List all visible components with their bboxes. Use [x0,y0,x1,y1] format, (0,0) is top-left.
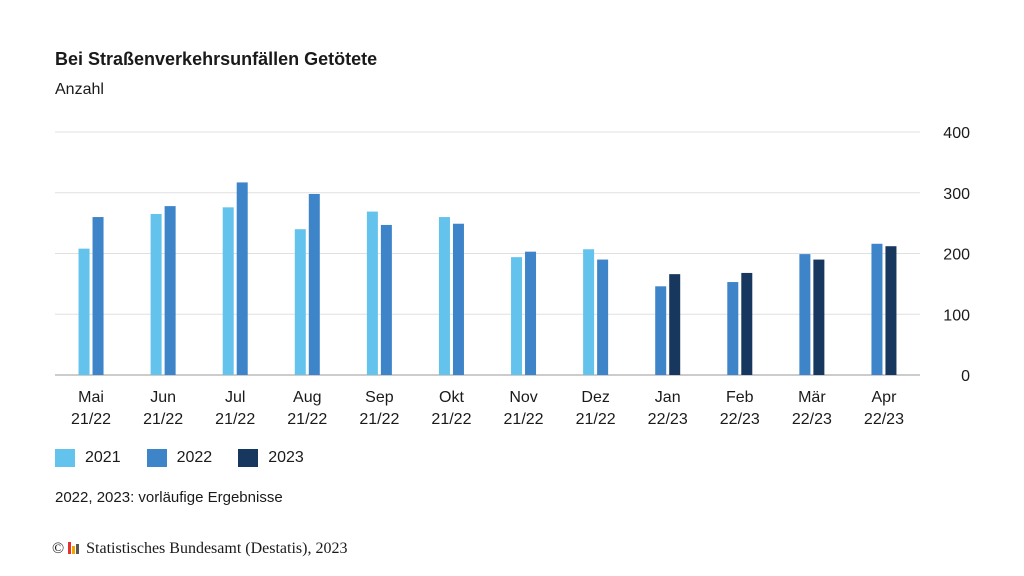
bar-2021-nov [511,257,523,375]
bar-2022-nov [525,251,537,375]
copyright-icon: © [52,540,65,557]
legend-swatch-2021 [55,449,75,467]
x-tick-label-month: Mai [78,389,104,406]
x-tick-label-period: 21/22 [143,411,183,428]
x-tick-label-month: Sep [365,389,394,406]
chart-title: Bei Straßenverkehrsunfällen Getötete [55,49,378,69]
bar-2022-dez [597,259,609,375]
x-tick-label-period: 21/22 [504,411,544,428]
x-tick-label-period: 21/22 [287,411,327,428]
destatis-logo-icon [68,542,80,554]
bar-2023-jan [669,274,681,375]
bar-2022-feb [727,282,739,375]
bar-2021-jul [222,207,234,375]
bar-2022-apr [871,243,883,375]
bar-2022-aug [308,193,320,375]
y-tick-label: 400 [943,125,970,142]
legend-item-2022[interactable]: 2022 [146,449,213,467]
x-tick-label-month: Jul [225,389,245,406]
legend-swatch-2023 [238,449,259,467]
x-tick-label-month: Aug [293,389,321,406]
bar-2023-mär [813,259,825,375]
x-tick-label-period: 21/22 [359,411,399,428]
bar-2022-jan [655,286,667,375]
legend-item-2021[interactable]: 2021 [55,449,121,467]
x-tick-label-month: Feb [726,389,754,406]
logo-bar-red [68,542,72,554]
bar-chart: 0 100 200 300 400 Mai 21/22 Jun 21/22 Jul 21/22 Aug… [55,125,970,428]
x-tick-label-period: 22/23 [792,411,832,428]
legend-item-2023[interactable]: 2023 [238,449,304,467]
legend-label-2022: 2022 [176,449,213,466]
bar-2022-jul [236,182,248,375]
chart-subtitle: Anzahl [55,81,104,98]
source-text: Statistisches Bundesamt (Destatis), 2023 [86,540,348,557]
source-line: © Statistisches Bundesamt (Destatis), 20… [52,540,347,558]
footnote: 2022, 2023: vorläufige Ergebnisse [55,489,283,506]
x-tick-label-month: Mär [798,389,826,406]
x-tick-label-period: 22/23 [648,411,688,428]
x-tick-label-month: Jun [150,389,176,406]
chart-legend: 2021 2022 2023 [55,449,330,467]
y-tick-label: 300 [943,186,970,203]
x-tick-label-period: 21/22 [71,411,111,428]
bar-2022-okt [452,223,464,375]
bar-2021-dez [583,249,595,375]
x-tick-label-month: Okt [439,389,464,406]
bar-2023-feb [741,272,753,375]
bar-2021-sep [366,211,378,375]
x-tick-label-period: 22/23 [720,411,760,428]
x-tick-label-month: Apr [872,389,898,406]
logo-bar-yellow [72,546,76,554]
legend-label-2023: 2023 [268,449,304,466]
bar-2022-mär [799,254,811,375]
x-tick-label-period: 21/22 [431,411,471,428]
y-tick-label: 100 [943,307,970,324]
x-tick-label-month: Dez [581,389,609,406]
legend-swatch-2022 [146,449,167,467]
bar-2022-sep [380,224,392,375]
bar-2022-jun [164,206,176,375]
bar-2023-apr [885,246,897,375]
bar-2021-okt [438,217,450,375]
y-tick-label: 200 [943,247,970,264]
logo-bar-grey [76,544,80,554]
x-tick-label-month: Jan [655,389,681,406]
legend-label-2021: 2021 [85,449,121,466]
x-tick-label-month: Nov [509,389,537,406]
bar-2022-mai [92,217,104,375]
x-tick-label-period: 22/23 [864,411,904,428]
y-tick-label: 0 [961,368,970,385]
bar-2021-mai [78,248,90,375]
x-tick-label-period: 21/22 [215,411,255,428]
bar-2021-jun [150,214,162,375]
x-tick-label-period: 21/22 [576,411,616,428]
bar-2021-aug [294,229,306,375]
